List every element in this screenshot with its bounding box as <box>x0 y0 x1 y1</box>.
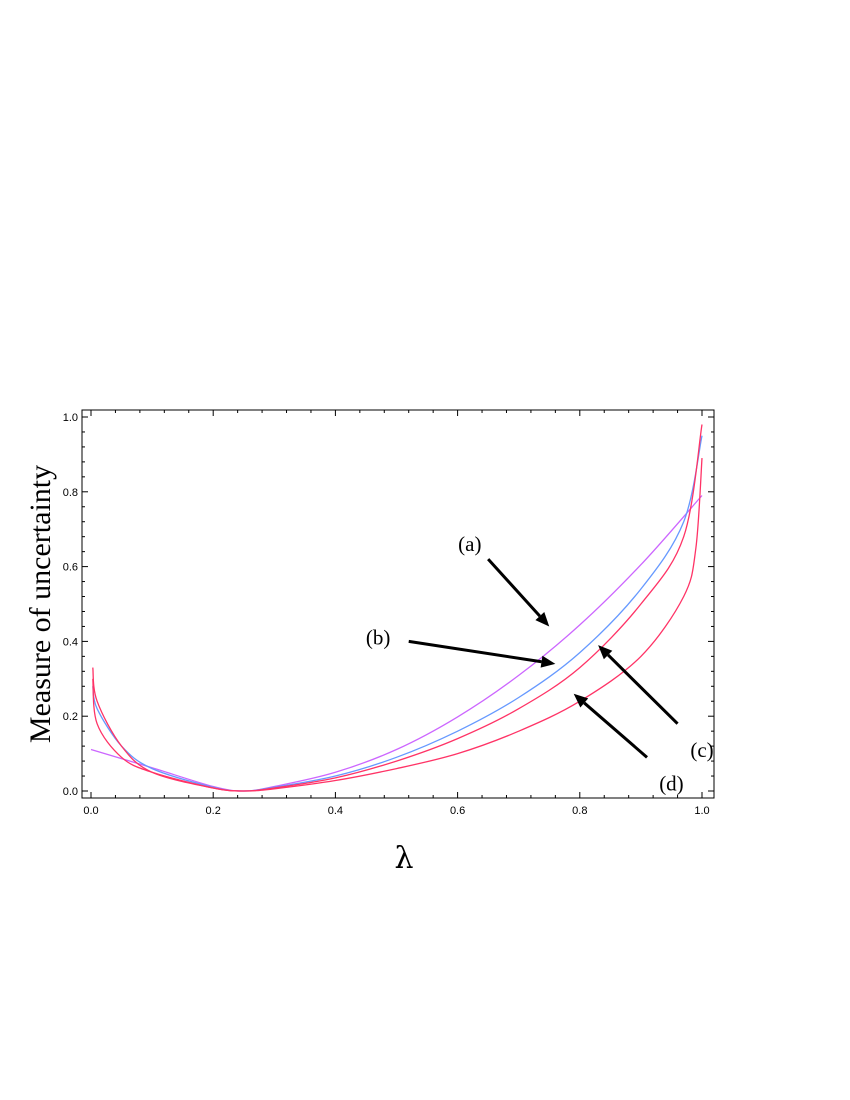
series-line-3 <box>92 424 703 792</box>
minor-ticks <box>82 410 714 798</box>
annotation-arrow <box>487 558 541 618</box>
y-tick-label: 0.6 <box>63 562 78 574</box>
x-tick-labels: 0.0 0.2 0.4 0.6 0.8 1.0 <box>83 805 709 817</box>
annotation-arrow <box>583 701 648 759</box>
major-ticks <box>82 410 714 798</box>
annotation-arrowhead <box>598 645 613 660</box>
y-axis-title: Measure of uncertainty <box>24 465 57 743</box>
plot-frame <box>81 409 715 799</box>
x-tick-label: 0.2 <box>206 805 221 817</box>
annotation-arrowhead <box>573 693 589 708</box>
annotation-arrow <box>607 653 679 725</box>
y-tick-label: 0.4 <box>63 636 78 648</box>
x-tick-label: 0.0 <box>83 805 98 817</box>
x-tick-label: 1.0 <box>694 805 709 817</box>
x-tick-label: 0.4 <box>328 805 343 817</box>
annotation-arrow <box>408 639 542 664</box>
annotation-label: (a) <box>458 532 481 556</box>
x-axis-title: λ <box>394 841 413 876</box>
annotation-arrowhead <box>540 655 556 668</box>
series-line-1 <box>90 495 703 792</box>
annotation-group: (a) (b) (c) (d) <box>366 532 714 795</box>
series-group <box>90 424 703 792</box>
series-line-2 <box>92 435 703 792</box>
y-tick-labels: 0.0 0.2 0.4 0.6 0.8 1.0 <box>63 412 78 798</box>
x-tick-label: 0.6 <box>450 805 465 817</box>
y-tick-label: 0.2 <box>63 711 78 723</box>
series-line-4 <box>92 458 703 792</box>
annotation-label: (d) <box>659 772 684 796</box>
annotation-arrowhead <box>535 612 550 627</box>
y-tick-label: 1.0 <box>63 412 78 424</box>
x-tick-label: 0.8 <box>572 805 587 817</box>
y-tick-label: 0.0 <box>63 786 78 798</box>
y-tick-label: 0.8 <box>63 487 78 499</box>
annotation-label: (b) <box>366 626 391 650</box>
annotation-label: (c) <box>690 738 713 762</box>
